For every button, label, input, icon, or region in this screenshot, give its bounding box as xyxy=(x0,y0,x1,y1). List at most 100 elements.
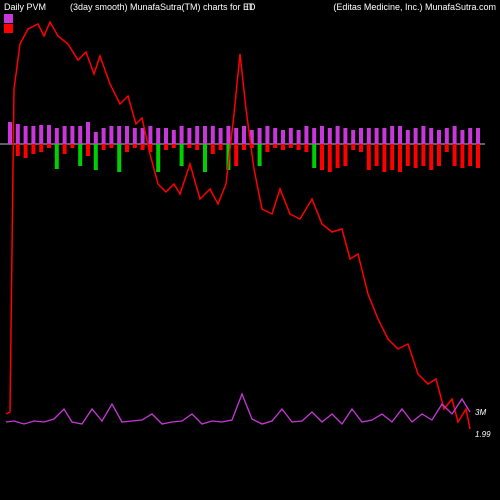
bar-down xyxy=(180,144,184,166)
volume-end-label: 3M xyxy=(475,408,486,417)
bar-down xyxy=(31,144,35,154)
header-company: (Editas Medicine, Inc.) MunafaSutra.com xyxy=(333,2,496,12)
bar-down xyxy=(55,144,59,169)
bar-down xyxy=(460,144,464,168)
bar-down xyxy=(16,144,20,156)
bar-down xyxy=(133,144,137,148)
bar-up xyxy=(70,126,74,144)
bar-down xyxy=(109,144,113,148)
bar-up xyxy=(31,126,35,144)
bar-down xyxy=(445,144,449,152)
bar-down xyxy=(304,144,308,152)
bar-up xyxy=(398,126,402,144)
bar-up xyxy=(226,126,230,144)
bar-up xyxy=(164,128,168,144)
bar-up xyxy=(445,128,449,144)
bar-up xyxy=(195,126,199,144)
bar-up xyxy=(172,130,176,144)
bar-down xyxy=(468,144,472,166)
bar-down xyxy=(141,144,145,150)
bar-up xyxy=(55,128,59,144)
bar-up xyxy=(203,126,207,144)
bar-up xyxy=(375,128,379,144)
bar-down xyxy=(281,144,285,150)
bar-down xyxy=(406,144,410,166)
bar-down xyxy=(437,144,441,166)
bar-up xyxy=(156,128,160,144)
header-subtitle: (3day smooth) MunafaSutra(TM) charts for… xyxy=(70,2,256,12)
bar-up xyxy=(24,126,28,144)
bar-up xyxy=(429,128,433,144)
bar-down xyxy=(86,144,90,156)
bar-down xyxy=(94,144,98,170)
bar-down xyxy=(336,144,340,168)
bar-down xyxy=(125,144,129,152)
bar-up xyxy=(406,130,410,144)
bar-up xyxy=(16,124,20,144)
bar-down xyxy=(156,144,160,172)
bar-up xyxy=(265,126,269,144)
header-title: Daily PVM xyxy=(4,2,46,12)
bar-up xyxy=(328,128,332,144)
bar-up xyxy=(86,122,90,144)
bar-up xyxy=(336,126,340,144)
bar-down xyxy=(102,144,106,150)
bar-down xyxy=(265,144,269,152)
bar-up xyxy=(125,126,129,144)
bar-down xyxy=(414,144,418,168)
bar-up xyxy=(39,125,43,144)
bar-down xyxy=(312,144,316,168)
bar-down xyxy=(398,144,402,172)
bar-up xyxy=(8,122,12,144)
bar-up xyxy=(133,128,137,144)
price-line xyxy=(6,22,470,429)
bar-down xyxy=(164,144,168,150)
price-volume-chart: 3M 1.99 xyxy=(0,14,500,500)
bar-up xyxy=(63,126,67,144)
bar-up xyxy=(242,126,246,144)
price-end-label: 1.99 xyxy=(475,430,491,439)
bar-up xyxy=(359,128,363,144)
bar-up xyxy=(94,132,98,144)
bar-up xyxy=(320,126,324,144)
bar-down xyxy=(219,144,223,150)
bar-up xyxy=(117,126,121,144)
bar-up xyxy=(297,130,301,144)
bar-up xyxy=(460,130,464,144)
bar-down xyxy=(453,144,457,166)
bar-up xyxy=(102,128,106,144)
bar-down xyxy=(117,144,121,172)
bar-up xyxy=(148,126,152,144)
bar-down xyxy=(289,144,293,148)
bar-down xyxy=(343,144,347,166)
bar-up xyxy=(281,130,285,144)
bar-up xyxy=(258,128,262,144)
bar-up xyxy=(219,128,223,144)
bar-down xyxy=(63,144,67,154)
bar-down xyxy=(320,144,324,170)
bar-up xyxy=(109,126,113,144)
header-ticker: IT xyxy=(246,2,254,12)
bar-down xyxy=(297,144,301,150)
bar-down xyxy=(195,144,199,150)
bar-up xyxy=(289,128,293,144)
bar-down xyxy=(367,144,371,170)
bar-up xyxy=(78,126,82,144)
bar-down xyxy=(242,144,246,150)
bar-down xyxy=(258,144,262,166)
bar-down xyxy=(187,144,191,148)
bar-down xyxy=(24,144,28,158)
bar-down xyxy=(359,144,363,152)
bar-down xyxy=(421,144,425,166)
bar-down xyxy=(203,144,207,172)
bar-up xyxy=(453,126,457,144)
bar-down xyxy=(382,144,386,172)
bar-up xyxy=(351,130,355,144)
bar-up xyxy=(47,125,51,144)
bar-up xyxy=(476,128,480,144)
bar-up xyxy=(312,128,316,144)
bar-up xyxy=(273,128,277,144)
bar-down xyxy=(351,144,355,150)
volume-line xyxy=(6,394,470,424)
bar-up xyxy=(367,128,371,144)
